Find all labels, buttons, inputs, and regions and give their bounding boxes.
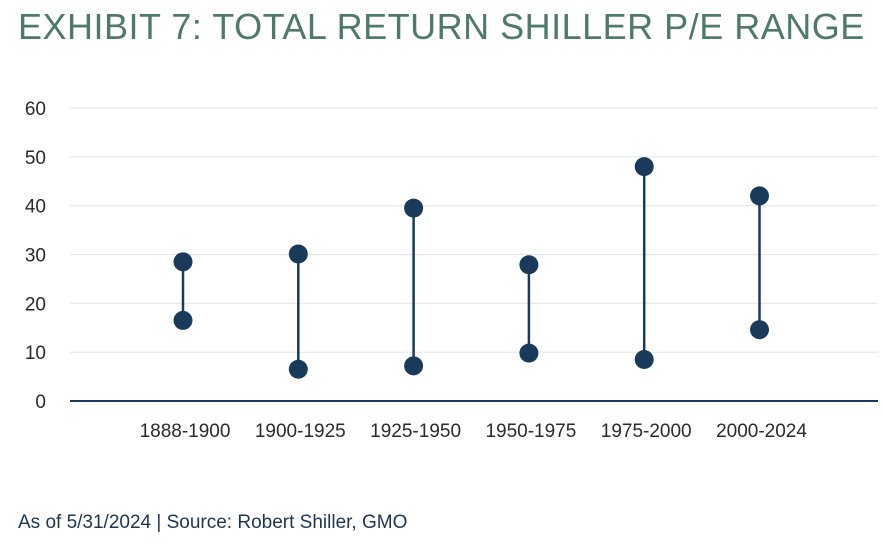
high-marker xyxy=(750,186,769,206)
x-axis-ticks: 1888-1900 1900-1925 1925-1950 1950-1975 1975… xyxy=(140,421,808,442)
x-tick-label: 1950-1975 xyxy=(485,421,576,442)
y-axis-ticks: 0 10 20 30 40 50 60 xyxy=(25,99,46,413)
range-bars xyxy=(173,157,769,379)
low-marker xyxy=(519,343,539,363)
y-tick-label: 60 xyxy=(25,99,46,120)
y-tick-label: 20 xyxy=(25,294,46,315)
y-tick-label: 40 xyxy=(25,197,46,218)
low-marker xyxy=(173,310,193,330)
x-tick-label: 1925-1950 xyxy=(370,421,461,442)
range-chart: 0 10 20 30 40 50 60 1888-1900 1900-1925 1925-195… xyxy=(25,99,878,442)
y-tick-label: 30 xyxy=(25,246,46,267)
high-marker xyxy=(519,255,539,275)
x-tick-label: 2000-2024 xyxy=(716,421,807,442)
high-marker xyxy=(404,198,424,218)
high-marker xyxy=(288,244,308,264)
x-tick-label: 1975-2000 xyxy=(601,421,692,442)
high-marker xyxy=(634,157,654,177)
low-marker xyxy=(750,320,769,340)
y-tick-label: 50 xyxy=(25,148,46,169)
gridlines xyxy=(70,107,878,353)
y-tick-label: 10 xyxy=(25,343,46,364)
x-tick-label: 1888-1900 xyxy=(140,421,231,442)
low-marker xyxy=(634,349,654,369)
chart-title: EXHIBIT 7: TOTAL RETURN SHILLER P/E RANG… xyxy=(18,6,865,47)
high-marker xyxy=(173,252,193,272)
low-marker xyxy=(288,359,308,379)
x-tick-label: 1900-1925 xyxy=(255,421,346,442)
y-tick-label: 0 xyxy=(35,392,46,413)
source-footnote: As of 5/31/2024 | Source: Robert Shiller… xyxy=(18,512,408,533)
low-marker xyxy=(404,356,424,376)
